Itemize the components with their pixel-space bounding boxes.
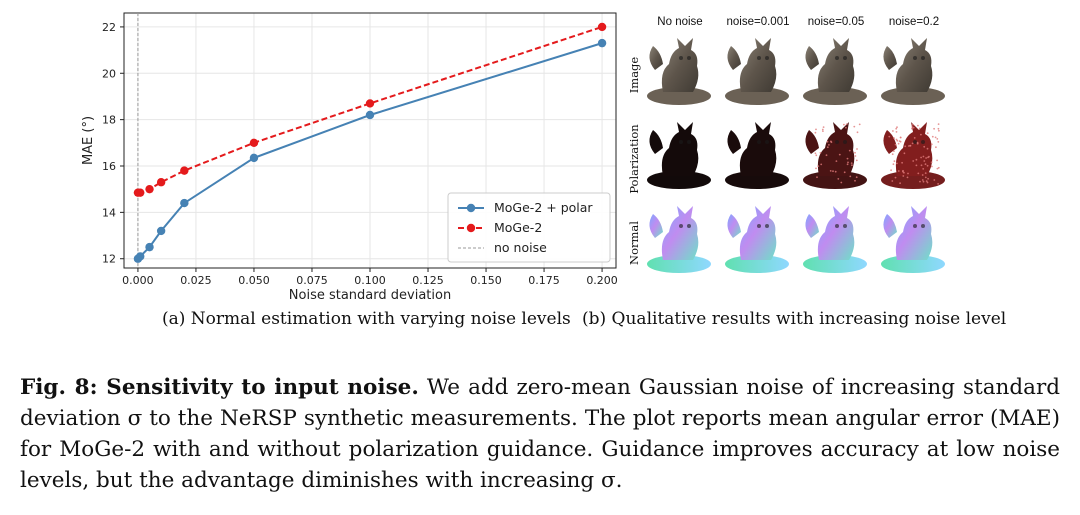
series-point-1 (249, 138, 259, 148)
column-header-noise-005: noise=0.05 (807, 16, 865, 28)
series-point-0 (156, 226, 166, 236)
polarization-result-image (881, 122, 945, 189)
mae-line-chart: 0.000 0.025 0.050 0.075 0.100 0.125 0.150 0.175… (81, 12, 618, 303)
caption-label: Fig. 8: Sensitivity to input noise. (20, 375, 419, 400)
x-tick-label: 0.100 (354, 274, 386, 287)
series-point-0 (365, 110, 375, 120)
series-point-0 (249, 153, 259, 163)
series-point-0 (136, 252, 145, 261)
x-tick-label: 0.025 (180, 274, 212, 287)
y-tick-label: 18 (102, 114, 116, 127)
y-tick-label: 12 (102, 253, 116, 266)
caption-text: We add zero-mean Gaussian noise of incre… (20, 375, 1060, 493)
normal-result-image (725, 206, 789, 273)
normal-result-image (803, 206, 867, 273)
series-point-0 (180, 198, 189, 208)
x-tick-label: 0.000 (122, 274, 154, 287)
series-point-1 (145, 184, 154, 194)
image-result-image (803, 38, 867, 105)
normal-result-image (647, 206, 711, 273)
x-tick-label: 0.050 (238, 274, 270, 287)
subcaption-b: (b) Qualitative results with increasing … (582, 309, 1007, 329)
row-header-normal: Normal (627, 221, 641, 265)
subcaption-a: (a) Normal estimation with varying noise… (162, 309, 571, 329)
series-point-1 (365, 99, 375, 108)
y-tick-label: 14 (102, 206, 116, 219)
x-tick-label: 0.075 (296, 274, 328, 287)
figure-caption: Fig. 8: Sensitivity to input noise. We a… (20, 372, 1060, 496)
polarization-result-image (803, 122, 867, 189)
x-axis-label: Noise standard deviation (289, 288, 451, 303)
column-header-noise-0001: noise=0.001 (726, 16, 790, 28)
column-header-noise-02: noise=0.2 (888, 16, 940, 28)
normal-result-image (881, 206, 945, 273)
y-axis-label: MAE (°) (81, 116, 96, 165)
legend-entry-label: MoGe-2 (494, 220, 542, 235)
x-tick-label: 0.200 (586, 274, 618, 287)
y-tick-label: 16 (102, 160, 116, 173)
legend-swatch-marker (466, 223, 476, 233)
image-result-image (647, 38, 711, 105)
x-tick-label: 0.175 (528, 274, 560, 287)
series-point-1 (180, 166, 189, 175)
series-point-0 (597, 38, 607, 48)
x-tick-label: 0.150 (470, 274, 502, 287)
x-tick-label: 0.125 (412, 274, 444, 287)
image-result-image (881, 38, 945, 105)
legend-swatch-marker (466, 203, 476, 213)
series-point-1 (136, 188, 145, 197)
y-tick-label: 20 (102, 67, 116, 80)
series-point-1 (156, 178, 166, 187)
legend-entry-label: MoGe-2 + polar (494, 200, 593, 215)
legend-entry-label: no noise (494, 240, 547, 255)
image-result-image (725, 38, 789, 105)
row-header-polarization: Polarization (627, 124, 641, 194)
polarization-result-image (725, 122, 789, 189)
series-point-0 (145, 242, 154, 252)
row-header-image: Image (627, 56, 641, 94)
legend-box (447, 192, 611, 263)
column-header-no-noise: No noise (657, 16, 703, 28)
polarization-result-image (647, 122, 711, 189)
series-point-1 (597, 22, 607, 32)
y-tick-label: 22 (102, 21, 116, 34)
